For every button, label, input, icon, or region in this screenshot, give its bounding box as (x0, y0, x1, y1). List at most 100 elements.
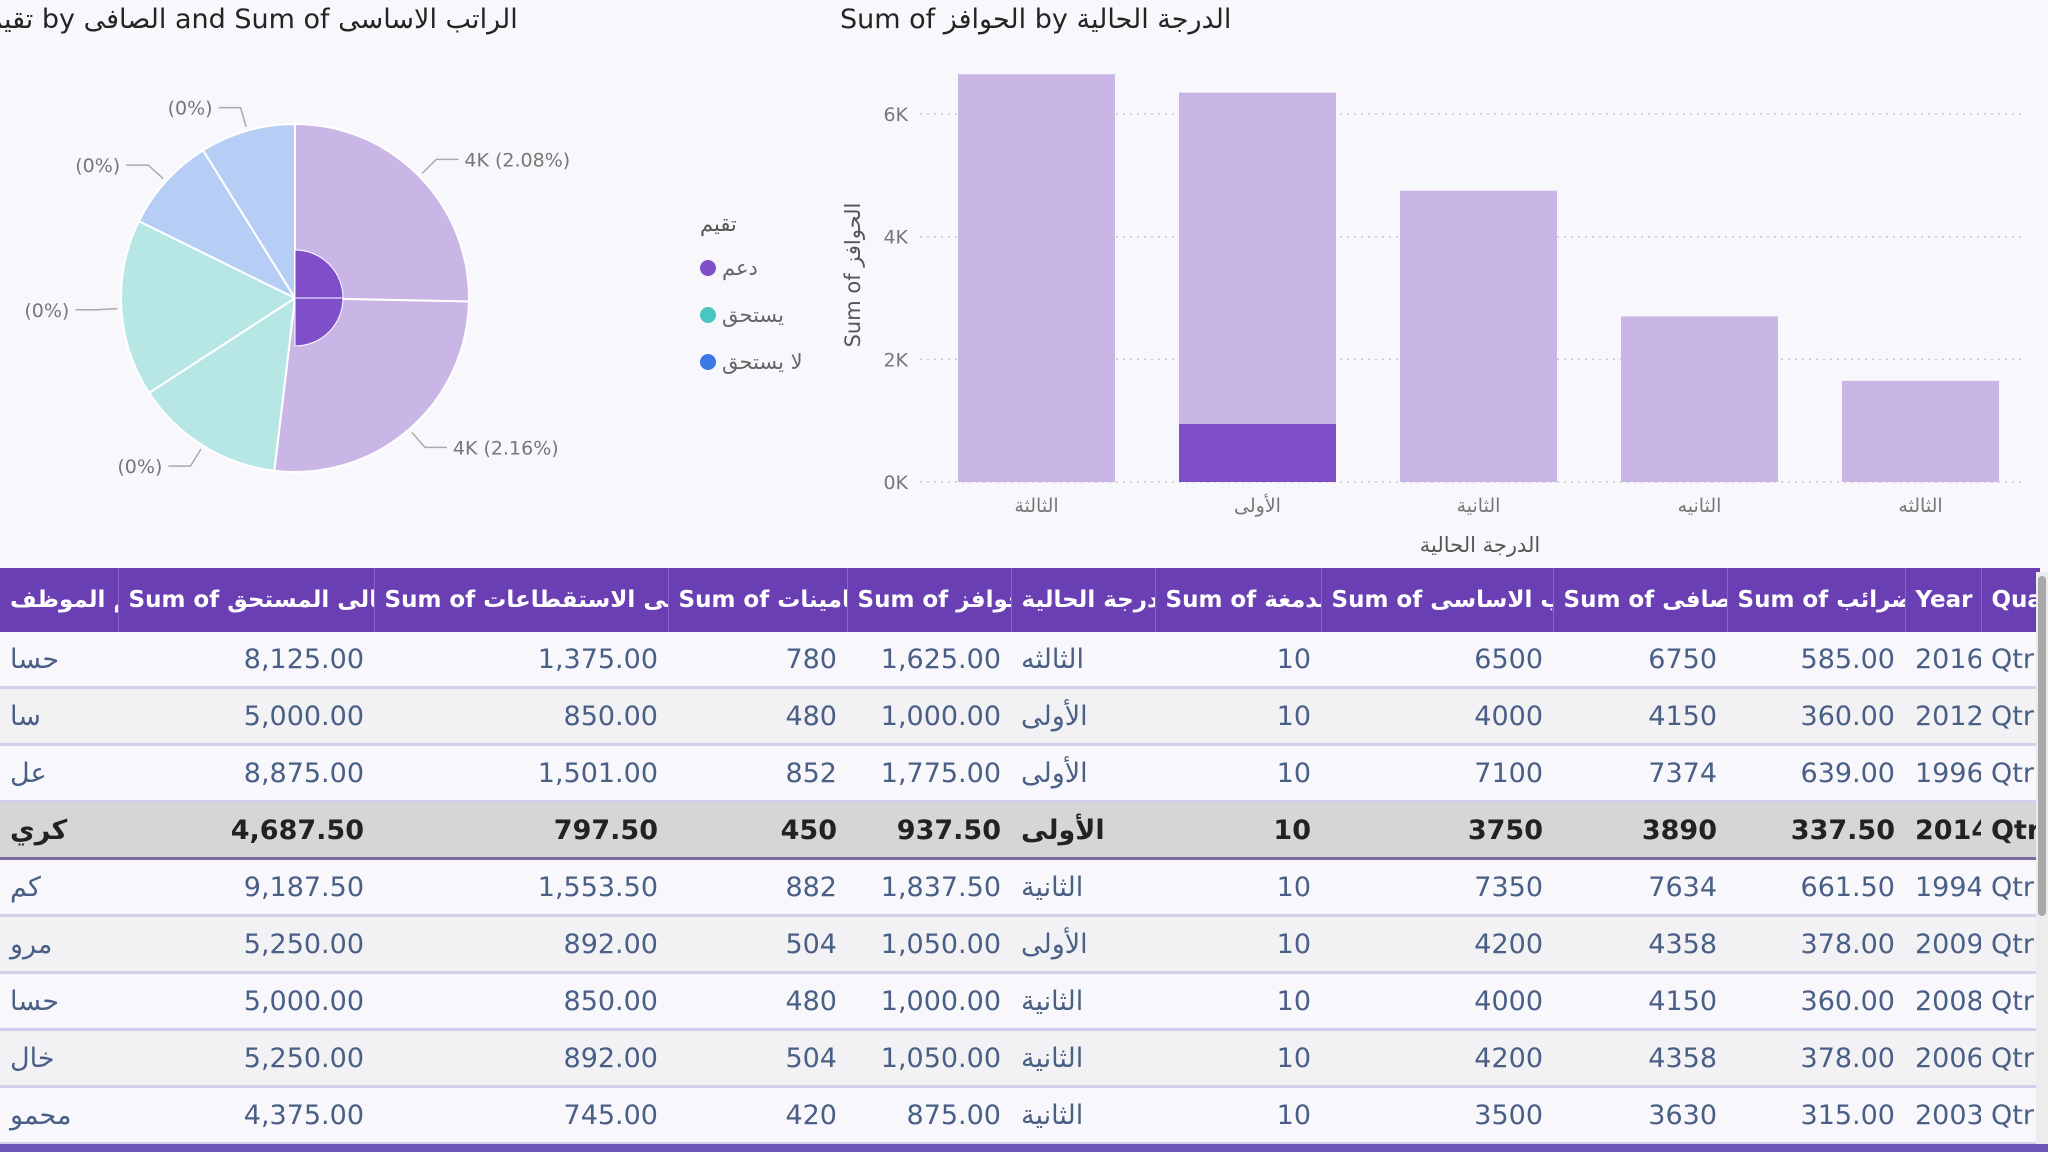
table-cell: 2014 (1905, 801, 1981, 860)
table-cell: Qtr (1981, 1086, 2040, 1145)
table-cell: 4000 (1321, 972, 1553, 1031)
column-header[interactable]: Sum of إجمالى المستحق (118, 568, 375, 632)
bar-chart[interactable]: 0K 2K 4K 6K الثالثة الأولى الثانية الثانيه الثال… (830, 55, 2048, 565)
bar[interactable] (1179, 423, 1336, 482)
pie-leader-line (126, 164, 164, 180)
y-tick-label: 6K (883, 104, 908, 126)
pie-leader-line (411, 431, 447, 449)
table-cell: 480 (668, 687, 847, 746)
column-header[interactable]: Year (1905, 568, 1982, 632)
table-cell: 10 (1155, 1086, 1321, 1145)
table-cell: 639.00 (1727, 744, 1905, 803)
table-vertical-scrollbar[interactable] (2036, 572, 2048, 1152)
column-header[interactable]: Sum of التامينات (668, 568, 848, 632)
bar[interactable] (1179, 92, 1336, 424)
x-tick-label: الأولى (1234, 494, 1281, 517)
pie-slice[interactable] (147, 295, 297, 472)
y-tick-label: 0K (883, 472, 908, 494)
table-cell: 10 (1155, 972, 1321, 1031)
table-cell: Qtr (1981, 632, 2040, 689)
table-cell: الثانية (1011, 972, 1155, 1031)
table-row[interactable]: خال 5,250.00 892.00 504 1,050.00 الثانية 10 420… (0, 1029, 2040, 1088)
bar[interactable] (958, 74, 1115, 482)
table-cell: 3890 (1553, 801, 1727, 860)
table-cell: 4358 (1553, 1029, 1727, 1088)
table-cell: 7374 (1553, 744, 1727, 803)
legend-item[interactable]: دعم (700, 244, 840, 291)
table-cell: 1,375.00 (374, 632, 668, 689)
column-header[interactable]: Quarter (1981, 568, 2040, 632)
table-cell: 797.50 (374, 801, 668, 860)
table-row[interactable]: حسا 8,125.00 1,375.00 780 1,625.00 الثالثه 10 6… (0, 632, 2040, 689)
pie-slice[interactable] (137, 148, 298, 301)
x-tick-label: الثالثة (1014, 495, 1058, 517)
scrollbar-thumb[interactable] (2038, 576, 2046, 916)
table-row[interactable]: كم 9,187.50 1,553.50 882 1,837.50 الثانية 10 73… (0, 858, 2040, 917)
table-cell: 4150 (1553, 972, 1727, 1031)
y-tick-label: 4K (883, 227, 908, 249)
table-cell: 780 (668, 632, 847, 689)
pie-data-label: 4K (2.08%) (464, 149, 570, 171)
table-row[interactable]: عل 8,875.00 1,501.00 852 1,775.00 الأولى 10 710… (0, 744, 2040, 803)
table-cell: 1,775.00 (847, 744, 1011, 803)
column-header[interactable]: Sum of الضرائب (1727, 568, 1906, 632)
table-row[interactable]: حسا 5,000.00 850.00 480 1,000.00 الثانية 10 400… (0, 972, 2040, 1031)
column-header[interactable]: Sum of الراتب الاساسى (1321, 568, 1554, 632)
table-row[interactable]: كري 4,687.50 797.50 450 937.50 الأولى 10 3750 38… (0, 801, 2040, 860)
table-cell: الأولى (1011, 687, 1155, 746)
pie-data-label: (0%) (117, 456, 162, 478)
legend-dot (700, 306, 716, 323)
table-cell: 337.50 (1727, 801, 1905, 860)
column-header[interactable]: إسم الموظف (0, 568, 119, 632)
column-header[interactable]: الدرجة الحالية (1011, 568, 1156, 632)
table-row[interactable]: محمو 4,375.00 745.00 420 875.00 الثانية 10 3500… (0, 1086, 2040, 1145)
bar[interactable] (1621, 316, 1778, 482)
table-cell: 7100 (1321, 744, 1553, 803)
table-cell: Qtr (1981, 744, 2040, 803)
table-row[interactable]: سا 5,000.00 850.00 480 1,000.00 الأولى 10 4000 4… (0, 687, 2040, 746)
pie-slice[interactable] (294, 122, 470, 303)
table-cell: 875.00 (847, 1086, 1011, 1145)
table-cell: الأولى (1011, 801, 1155, 860)
legend-item[interactable]: يستحق (700, 291, 840, 338)
table-row[interactable]: مرو 5,250.00 892.00 504 1,050.00 الأولى 10 4200… (0, 915, 2040, 974)
column-header[interactable]: Sum of إجمالى الاستقطاعات (374, 568, 669, 632)
legend-item[interactable]: لا يستحق (700, 338, 840, 385)
table-cell: 4358 (1553, 915, 1727, 974)
table-cell: 360.00 (1727, 972, 1905, 1031)
table-cell: 892.00 (374, 1029, 668, 1088)
column-header[interactable]: Sum of الصافى (1553, 568, 1728, 632)
column-header[interactable]: Sum of الدمغة (1155, 568, 1322, 632)
pie-slice[interactable] (201, 122, 296, 302)
table-cell: الثانية (1011, 858, 1155, 917)
table-cell: Qtr (1981, 687, 2040, 746)
x-axis-label: الدرجة الحالية (1420, 533, 1541, 557)
table-cell: Qtr (1981, 801, 2040, 860)
table-cell: 1,050.00 (847, 1029, 1011, 1088)
pie-inner-slice[interactable] (294, 249, 344, 299)
pie-data-label: (0%) (24, 300, 69, 322)
table-cell: 937.50 (847, 801, 1011, 860)
table-cell: 4200 (1321, 1029, 1553, 1088)
bar[interactable] (1842, 380, 1999, 482)
pie-inner-slice[interactable] (294, 297, 344, 347)
pie-chart-title: تقيم by الصافى and Sum of الراتب الاساسى (0, 4, 518, 35)
column-header[interactable]: Sum of الحوافز (847, 568, 1012, 632)
table-cell: 7634 (1553, 858, 1727, 917)
table-cell: 850.00 (374, 687, 668, 746)
table-cell: 1,837.50 (847, 858, 1011, 917)
pie-data-label: 4K (2.16%) (453, 437, 559, 459)
pie-chart[interactable]: 4K (2.08%) 4K (2.16%) (0%) (0%) (0%) (0%) (0, 60, 620, 520)
legend-label: يستحق (722, 302, 784, 327)
table-cell: 504 (668, 915, 847, 974)
legend-label: لا يستحق (722, 349, 803, 374)
pie-slice[interactable] (273, 296, 470, 473)
legend-label: دعم (722, 255, 758, 280)
pie-data-label: (0%) (75, 155, 120, 177)
table-cell: 6500 (1321, 632, 1553, 689)
pie-slice[interactable] (120, 219, 298, 395)
table-cell: 4,687.50 (118, 801, 374, 860)
horizontal-scrollbar[interactable] (0, 1144, 2048, 1152)
bar[interactable] (1400, 190, 1557, 482)
